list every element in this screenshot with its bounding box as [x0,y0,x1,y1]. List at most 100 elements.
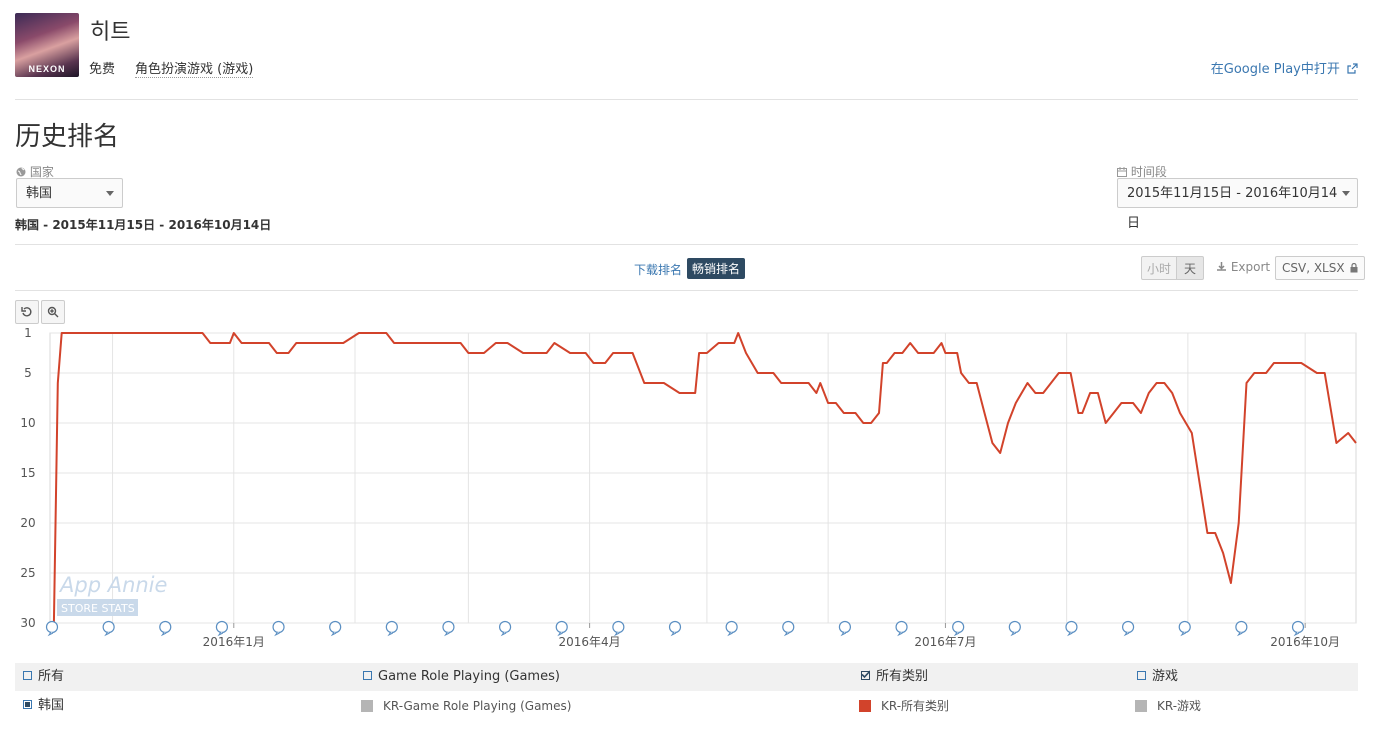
y-tick-label: 20 [20,516,35,530]
annotation-bubble-icon[interactable] [442,620,455,637]
checkbox-icon [1137,671,1146,680]
app-category[interactable]: 角色扮演游戏 (游戏) [135,58,254,78]
legend-series-rpg-label: KR-Game Role Playing (Games) [383,699,572,713]
y-tick-label: 1 [24,326,32,340]
annotation-bubble-icon[interactable] [1235,620,1248,637]
legend-series-rpg[interactable]: KR-Game Role Playing (Games) [361,692,571,720]
series-line-overall [52,332,1357,624]
y-tick-label: 30 [20,616,35,630]
annotation-bubble-icon[interactable] [612,620,625,637]
lock-icon [1350,262,1358,273]
annotation-bubble-icon[interactable] [215,620,229,637]
legend-series-overall[interactable]: KR-所有类别 [859,692,949,720]
watermark-badge-text: STORE STATS [61,602,135,615]
country-select[interactable]: 韩国 [16,178,123,208]
legend-category-overall[interactable]: 所有类别 [861,663,928,691]
legend-swatch [859,699,871,712]
globe-icon [16,167,26,177]
reset-icon [21,307,32,317]
zoom-button[interactable] [41,300,65,324]
app-title: 히트 [90,20,131,45]
toolbar-divider [15,290,1358,291]
x-tick-label: 2016年4月 [559,635,621,649]
legend-category-row: 所有 Game Role Playing (Games) 所有类别 游戏 [15,663,1358,691]
export-text: Export [1230,260,1271,274]
legend-category-games-label: 游戏 [1152,669,1179,684]
legend-category-overall-label: 所有类别 [876,669,929,684]
annotation-bubble-icon[interactable] [1065,620,1078,637]
country-label-text: 国家 [29,165,54,179]
y-tick-label: 5 [24,366,32,380]
y-tick-label: 15 [20,466,35,480]
range-summary: 韩国 - 2015年11月15日 - 2016年10月14日 [15,218,272,232]
legend-category-games[interactable]: 游戏 [1137,663,1178,691]
annotation-bubble-icon[interactable] [725,620,738,637]
legend-country-korea[interactable]: 韩国 [23,692,64,720]
annotation-bubble-icon[interactable] [159,620,172,637]
country-label: 国家 [16,163,54,180]
annotation-bubble-icon[interactable] [952,620,965,637]
legend-category-all-label: 所有 [38,669,65,684]
x-tick-label: 2016年1月 [203,635,265,649]
export-label[interactable]: Export [1216,260,1270,274]
annotation-bubble-icon[interactable] [1008,620,1021,637]
period-label-text: 时间段 [1130,165,1167,179]
legend-category-rpg-label: Game Role Playing (Games) [378,669,560,684]
checkbox-icon [23,671,32,680]
watermark-logo: App Annie [58,573,167,597]
export-formats-button[interactable]: CSV, XLSX [1275,256,1366,280]
plot-area [49,332,1357,624]
app-icon-brand: NEXON [28,64,66,74]
granularity-day-button[interactable]: 天 [1177,256,1204,280]
period-label: 时间段 [1117,163,1167,180]
annotation-bubble-icon[interactable] [329,620,342,637]
reset-zoom-button[interactable] [15,300,39,324]
annotation-bubble-icon[interactable] [102,620,115,637]
legend-category-rpg[interactable]: Game Role Playing (Games) [363,663,560,691]
checked-checkbox-icon [861,670,870,680]
annotation-bubble-icon[interactable] [838,620,852,637]
chevron-down-icon [106,191,114,196]
export-formats: CSV, XLSX [1282,261,1345,275]
tab-grossing[interactable]: 畅销排名 [687,258,746,279]
radio-icon [23,700,32,709]
calendar-icon [1117,167,1127,177]
legend-series-games-label: KR-游戏 [1157,699,1202,713]
legend-swatch [1135,699,1147,712]
granularity-hour-button[interactable]: 小时 [1141,256,1177,280]
legend-series-row: 韩国 KR-Game Role Playing (Games) KR-所有类别 … [15,692,1358,720]
zoom-icon [47,306,59,318]
annotation-bubble-icon[interactable] [1178,620,1191,637]
legend-swatch [361,699,373,712]
legend-series-games[interactable]: KR-游戏 [1135,692,1201,720]
legend-country-korea-label: 韩国 [38,698,65,713]
annotation-bubble-icon[interactable] [1121,620,1135,637]
google-play-link-label: 在Google Play中打开 [1210,62,1340,77]
annotation-bubble-icon[interactable] [45,620,59,637]
annotation-bubble-icon[interactable] [895,620,908,637]
summary-divider [15,244,1358,245]
country-value: 韩国 [26,186,53,201]
period-value: 2015年11月15日 - 2016年10月14日 [1127,186,1338,231]
tab-downloads[interactable]: 下载排名 [634,263,683,277]
period-select[interactable]: 2015年11月15日 - 2016年10月14日 [1117,178,1358,231]
checkbox-icon [363,671,372,680]
header-divider [15,99,1358,100]
x-tick-label: 2016年10月 [1270,635,1340,649]
google-play-link[interactable]: 在Google Play中打开 [1211,58,1358,77]
annotation-bubble-icon[interactable] [668,620,682,637]
annotation-bubble-icon[interactable] [498,620,512,637]
app-icon: NEXON [15,13,79,77]
y-tick-label: 10 [20,416,35,430]
page-title: 历史排名 [15,122,120,152]
chevron-down-icon [1342,191,1350,196]
annotation-bubble-icon[interactable] [555,620,568,637]
legend-category-all[interactable]: 所有 [23,663,64,691]
annotation-bubble-icon[interactable] [272,620,285,637]
annotation-bubble-icon[interactable] [1291,620,1305,637]
download-icon [1217,262,1226,271]
y-tick-label: 25 [20,566,35,580]
annotation-bubble-icon[interactable] [385,620,398,637]
annotation-bubble-icon[interactable] [782,620,795,637]
